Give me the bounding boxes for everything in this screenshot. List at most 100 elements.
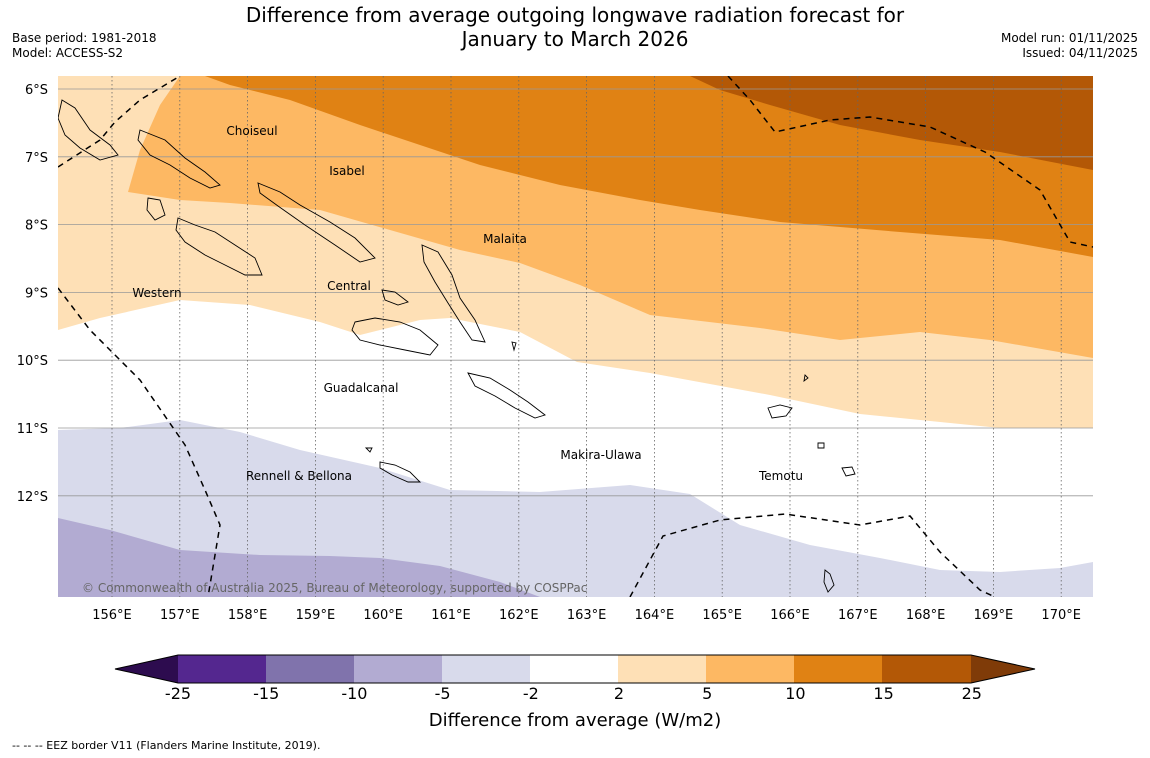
colorbar-bin-5 xyxy=(530,655,619,683)
colorbar-bin-3 xyxy=(354,655,443,683)
colorbar-bin-2 xyxy=(266,655,355,683)
band-minus-5-10 xyxy=(58,518,540,597)
island-santa-cruz xyxy=(767,404,793,419)
colorbar-tick-label: -2 xyxy=(523,684,539,703)
lat-label: 11°S xyxy=(17,422,48,437)
lat-axis-labels: 6°S 7°S 8°S 9°S 10°S 11°S 12°S xyxy=(17,83,48,505)
lat-label: 6°S xyxy=(25,83,48,98)
colorbar-bin-1 xyxy=(178,655,267,683)
colorbar-title: Difference from average (W/m2) xyxy=(429,710,721,731)
colorbar-tick-label: -5 xyxy=(435,684,451,703)
lon-label: 168°E xyxy=(906,608,946,623)
copyright-text: © Commonwealth of Australia 2025, Bureau… xyxy=(82,581,587,595)
colorbar-tick-label: 5 xyxy=(702,684,712,703)
colorbar-bin-7 xyxy=(706,655,795,683)
island-rennell xyxy=(379,461,422,483)
colorbar-tick-label: -25 xyxy=(165,684,191,703)
island-ulawa xyxy=(511,341,517,352)
island-nggela xyxy=(381,289,409,306)
island-tikopia xyxy=(823,569,835,593)
eez-borders xyxy=(58,76,1093,597)
lon-label: 167°E xyxy=(838,608,878,623)
islands xyxy=(58,99,856,593)
island-malaita xyxy=(421,244,486,343)
model-run: Model run: 01/11/2025 xyxy=(1000,31,1138,45)
base-period: Base period: 1981-2018 xyxy=(12,31,157,45)
region-label-central: Central xyxy=(327,279,371,293)
model-name: Model: ACCESS-S2 xyxy=(12,46,124,60)
lon-label: 163°E xyxy=(567,608,607,623)
region-label-makira-ulawa: Makira-Ulawa xyxy=(560,448,641,462)
island-bellona xyxy=(364,447,373,453)
lon-label: 170°E xyxy=(1041,608,1081,623)
region-labels: Choiseul Isabel Malaita Western Central … xyxy=(132,124,803,483)
footnote: -- -- -- EEZ border V11 (Flanders Marine… xyxy=(12,739,321,752)
issued-date: Issued: 04/11/2025 xyxy=(1022,46,1138,60)
page-title: Difference from average outgoing longwav… xyxy=(0,3,1150,51)
island-guadalcanal xyxy=(351,317,439,356)
lon-label: 156°E xyxy=(92,608,132,623)
lat-gridlines xyxy=(58,88,1093,497)
lon-label: 162°E xyxy=(499,608,539,623)
region-label-guadalcanal: Guadalcanal xyxy=(324,381,399,395)
region-label-malaita: Malaita xyxy=(483,232,527,246)
colorbar-tick-label: 2 xyxy=(614,684,624,703)
eez-border-north-east xyxy=(727,76,1093,248)
island-shortland xyxy=(58,99,119,161)
lat-label: 8°S xyxy=(25,219,48,234)
band-minus-2-5 xyxy=(58,420,1093,597)
map-area: Choiseul Isabel Malaita Western Central … xyxy=(58,76,1093,597)
meta-right: Model run: 01/11/2025 Issued: 04/11/2025 xyxy=(1001,31,1138,61)
lon-label: 158°E xyxy=(228,608,268,623)
island-isabel xyxy=(257,182,376,263)
title-line-1: Difference from average outgoing longwav… xyxy=(245,3,905,27)
island-utupua xyxy=(817,442,825,449)
lon-label: 169°E xyxy=(974,608,1014,623)
lat-label: 10°S xyxy=(17,354,48,369)
colorbar-tick-label: -15 xyxy=(253,684,279,703)
colorbar-tick-label: 25 xyxy=(962,684,982,703)
region-label-rennell-bellona: Rennell & Bellona xyxy=(246,469,352,483)
eez-border-south-east xyxy=(629,513,996,597)
title-line-2: January to March 2026 xyxy=(461,27,689,51)
lon-label: 165°E xyxy=(702,608,742,623)
eez-border-west xyxy=(58,287,221,597)
colorbar-extend-low xyxy=(115,655,178,683)
island-reef-islands xyxy=(803,374,809,383)
colorbar-extend-high xyxy=(971,655,1035,683)
island-vanikoro xyxy=(841,466,856,477)
lon-label: 160°E xyxy=(363,608,403,623)
colorbar-tick-label: 15 xyxy=(873,684,893,703)
colorbar-bin-8 xyxy=(794,655,883,683)
lon-gridlines xyxy=(111,76,1062,597)
region-label-choiseul: Choiseul xyxy=(226,124,277,138)
colorbar-bin-6 xyxy=(618,655,707,683)
lat-label: 9°S xyxy=(25,286,48,301)
lon-label: 161°E xyxy=(431,608,471,623)
lon-label: 157°E xyxy=(160,608,200,623)
colorbar: -25 -15 -10 -5 -2 2 5 10 15 25 Difference from av… xyxy=(114,654,1036,731)
region-label-isabel: Isabel xyxy=(329,164,364,178)
island-vella-lavella xyxy=(146,197,166,221)
colorbar-tick-label: -10 xyxy=(341,684,367,703)
island-new-georgia xyxy=(175,217,263,276)
lon-label: 164°E xyxy=(635,608,675,623)
island-choiseul xyxy=(137,129,221,189)
island-makira xyxy=(467,372,546,419)
lat-label: 7°S xyxy=(25,151,48,166)
colorbar-bin-9 xyxy=(882,655,971,683)
colorbar-tick-labels: -25 -15 -10 -5 -2 2 5 10 15 25 xyxy=(165,684,982,703)
eez-border-north-west xyxy=(58,76,181,168)
lon-label: 159°E xyxy=(296,608,336,623)
colorbar-tick-label: 10 xyxy=(785,684,805,703)
lon-axis-labels: 156°E 157°E 158°E 159°E 160°E 161°E 162°E 163°E… xyxy=(92,608,1081,623)
lat-label: 12°S xyxy=(17,490,48,505)
band-15-25 xyxy=(690,76,1093,170)
lon-label: 166°E xyxy=(770,608,810,623)
meta-left: Base period: 1981-2018 Model: ACCESS-S2 xyxy=(12,31,157,61)
region-label-temotu: Temotu xyxy=(758,469,803,483)
colorbar-outline xyxy=(114,654,1036,684)
colorbar-bin-4 xyxy=(442,655,531,683)
region-label-western: Western xyxy=(132,286,181,300)
